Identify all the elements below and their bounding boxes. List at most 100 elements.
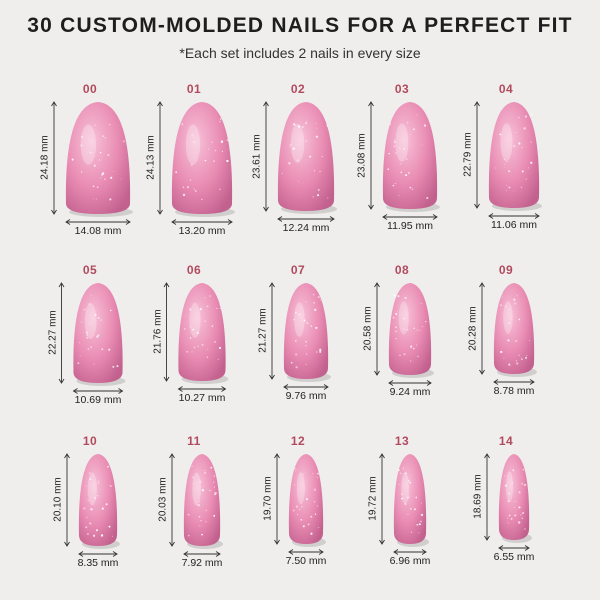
glitter-dot: [397, 295, 400, 298]
glitter-dot: [204, 159, 207, 162]
glitter-dot: [307, 323, 309, 325]
nail-shape: [388, 283, 432, 375]
glitter-dot: [116, 365, 119, 368]
nail-drawing: [157, 101, 235, 225]
dimension-arrow: [125, 219, 131, 225]
dimension-arrow: [421, 549, 427, 555]
glitter-dot: [189, 179, 192, 181]
size-number: 09: [498, 263, 514, 277]
glitter-dot: [108, 525, 111, 528]
dimension-arrow: [432, 214, 438, 220]
glitter-dot: [219, 120, 221, 123]
glitter-dot: [399, 147, 401, 149]
size-number: 05: [82, 263, 98, 277]
glitter-dot: [319, 299, 321, 301]
glitter-dot: [513, 302, 517, 305]
glitter-dot: [213, 481, 215, 483]
glitter-dot: [402, 485, 404, 487]
glitter-dot: [393, 141, 396, 144]
glitter-dot: [194, 190, 197, 192]
glitter-dot: [504, 305, 507, 307]
glitter-dot: [411, 188, 414, 190]
length-measurement: 19.70 mm: [262, 476, 274, 521]
glitter-dot: [305, 301, 307, 303]
nail-drawing: [58, 282, 126, 394]
glitter-dot: [398, 195, 400, 197]
glitter-dot: [305, 344, 307, 347]
glitter-dot: [393, 294, 396, 297]
glitter-dot: [101, 507, 104, 510]
glitter-dot: [219, 188, 221, 191]
glitter-dot: [518, 354, 520, 357]
glitter-dot: [296, 159, 299, 162]
glitter-dot: [504, 484, 507, 487]
glitter-dot: [417, 355, 419, 358]
glitter-dot: [316, 351, 318, 353]
glitter-dot: [108, 123, 111, 126]
glitter-dot: [292, 147, 295, 150]
glitter-dot: [518, 142, 521, 145]
glitter-dot: [395, 337, 397, 340]
glitter-dot: [525, 357, 527, 359]
glitter-dot: [305, 140, 308, 142]
dimension-arrow: [171, 219, 177, 225]
length-measurement: 23.61 mm: [251, 133, 263, 179]
glitter-dot: [85, 485, 87, 487]
glitter-dot: [302, 473, 304, 475]
glitter-dot: [513, 144, 516, 148]
glitter-dot: [88, 472, 91, 474]
glitter-dot: [508, 492, 511, 495]
glitter-dot: [305, 340, 308, 343]
dimension-arrow: [426, 380, 432, 386]
dimension-arrow: [118, 388, 124, 394]
nail-shape: [488, 102, 540, 208]
glitter-dot: [97, 481, 99, 483]
glitter-dot: [313, 488, 317, 491]
glitter-dot: [210, 466, 213, 469]
glitter-dot: [199, 308, 202, 311]
dimension-arrow: [379, 453, 385, 459]
dimension-arrow: [169, 541, 175, 547]
glitter-dot: [426, 196, 429, 200]
glitter-dot: [88, 303, 91, 305]
nail-highlight: [296, 472, 305, 505]
length-measurement: 24.18 mm: [39, 135, 51, 180]
dimension-arrow: [288, 549, 294, 555]
glitter-dot: [297, 125, 301, 128]
glitter-dot: [298, 313, 301, 316]
glitter-dot: [413, 128, 415, 131]
glitter-dot: [184, 315, 186, 317]
glitter-dot: [522, 512, 524, 513]
width-measurement: 9.76 mm: [285, 390, 327, 402]
glitter-dot: [96, 494, 99, 497]
glitter-dot: [95, 529, 98, 532]
glitter-dot: [175, 128, 177, 130]
glitter-dot: [294, 311, 297, 314]
size-number: 00: [82, 82, 98, 96]
glitter-dot: [77, 362, 80, 365]
glitter-dot: [99, 152, 102, 154]
glitter-dot: [404, 503, 407, 506]
glitter-dot: [420, 513, 424, 517]
glitter-dot: [399, 472, 402, 475]
glitter-dot: [395, 152, 397, 154]
nail-drawing: [484, 453, 532, 551]
glitter-dot: [192, 140, 195, 144]
glitter-dot: [518, 318, 521, 321]
glitter-dot: [206, 305, 209, 308]
nail-shape: [493, 283, 535, 374]
glitter-dot: [410, 531, 413, 534]
glitter-dot: [392, 184, 395, 187]
glitter-dot: [510, 319, 512, 321]
glitter-dot: [319, 170, 321, 173]
nail-size-cell: 05 22.27 mm 10.69 mm: [40, 263, 140, 423]
glitter-dot: [409, 134, 411, 136]
glitter-dot: [300, 518, 303, 521]
width-measurement: 8.35 mm: [77, 557, 119, 569]
glitter-dot: [206, 356, 209, 358]
dimension-arrow: [479, 369, 485, 375]
glitter-dot: [192, 476, 194, 479]
glitter-dot: [80, 144, 83, 147]
glitter-dot: [520, 356, 522, 358]
dimension-arrow: [474, 101, 480, 107]
